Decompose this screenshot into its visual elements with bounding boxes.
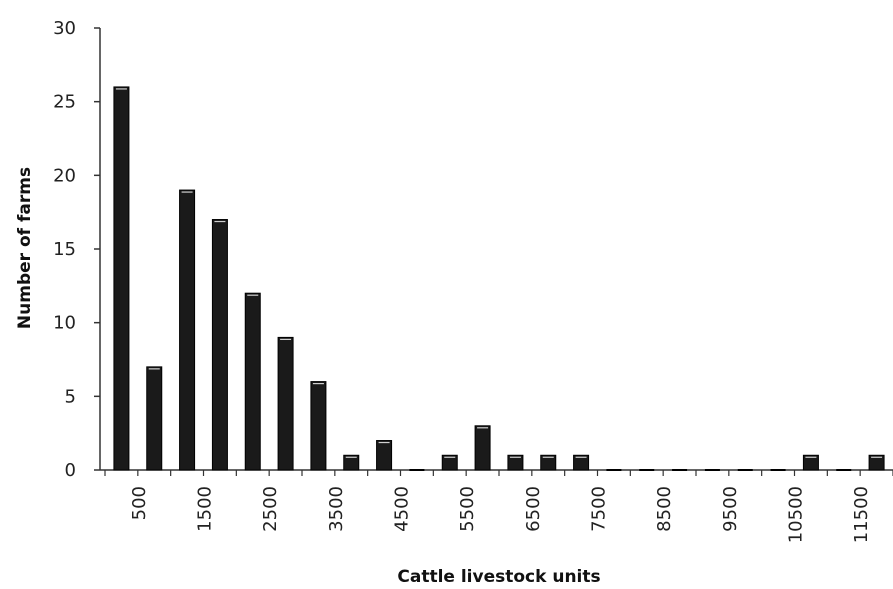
x-tick-label: 11500 (851, 486, 872, 543)
x-tick-label: 7500 (589, 486, 610, 532)
bars (113, 86, 885, 471)
y-tick-label: 0 (65, 460, 76, 481)
bar (540, 454, 557, 471)
y-tick-label: 30 (53, 18, 76, 39)
y-tick-label: 15 (53, 239, 76, 260)
x-axis: 500 1500 2500 3500 4500 5500 6500 7500 8500 9500 1… (100, 469, 893, 543)
bar (802, 454, 819, 471)
bar (211, 219, 228, 471)
y-tick-label: 20 (53, 165, 76, 186)
x-tick-label: 5500 (457, 486, 478, 532)
bar (179, 189, 196, 471)
x-tick-label: 1500 (195, 486, 216, 532)
bar (474, 425, 491, 471)
bar (573, 454, 590, 471)
bar (277, 336, 294, 471)
x-tick-label: 2500 (260, 486, 281, 532)
x-tick-label: 9500 (720, 486, 741, 532)
y-axis-title: Number of farms (15, 167, 35, 329)
y-axis: 0 5 10 15 20 25 30 (53, 18, 101, 481)
x-tick-label: 500 (129, 486, 150, 520)
bar (310, 381, 327, 471)
x-tick-label: 3500 (326, 486, 347, 532)
bar (441, 454, 458, 471)
x-tick-label: 6500 (523, 486, 544, 532)
bar (507, 454, 524, 471)
y-tick-label: 25 (53, 92, 76, 113)
x-tick-label: 4500 (392, 486, 413, 532)
bar (244, 292, 261, 471)
bar (146, 366, 163, 471)
y-tick-label: 5 (65, 386, 76, 407)
bar (343, 454, 360, 471)
y-tick-label: 10 (53, 313, 76, 334)
x-tick-label: 10500 (786, 486, 807, 543)
bar (868, 454, 885, 471)
bar (113, 86, 130, 471)
x-axis-title: Cattle livestock units (397, 567, 600, 587)
bar (376, 440, 393, 471)
x-tick-label: 8500 (654, 486, 675, 532)
